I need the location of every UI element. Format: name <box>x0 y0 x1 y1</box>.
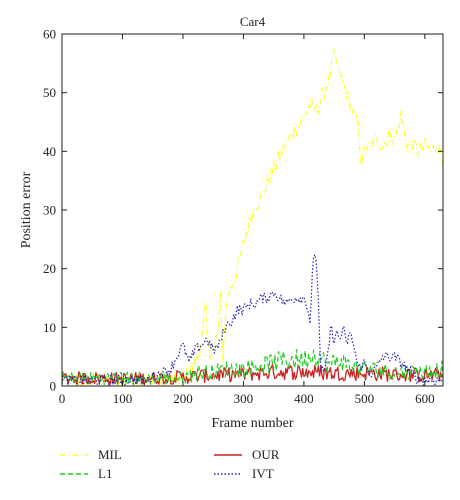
legend-label-ivt: IVT <box>252 466 274 481</box>
legend-label-l1: L1 <box>98 466 112 481</box>
x-tick-label: 100 <box>113 391 133 406</box>
legend-label-mil: MIL <box>98 447 122 462</box>
legend-label-our: OUR <box>252 447 280 462</box>
x-tick-label: 200 <box>173 391 193 406</box>
y-tick-label: 60 <box>43 27 56 42</box>
x-tick-label: 300 <box>234 391 254 406</box>
x-tick-label: 0 <box>59 391 66 406</box>
y-tick-label: 0 <box>50 379 57 394</box>
x-tick-label: 500 <box>355 391 375 406</box>
series-line-l1 <box>62 349 443 386</box>
x-axis-label: Frame number <box>211 416 293 431</box>
chart-title: Car4 <box>240 14 266 29</box>
x-tick-label: 600 <box>415 391 435 406</box>
series-layer <box>62 48 443 386</box>
y-tick-label: 50 <box>43 85 56 100</box>
legend: MIL OUR L1 IVT <box>60 447 280 481</box>
series-line-our <box>62 363 443 386</box>
tick-layer: 0 100 200 300 400 500 600 0 10 20 30 40 50 60 <box>43 27 443 406</box>
y-tick-label: 10 <box>43 320 56 335</box>
series-line-ivt <box>62 254 443 386</box>
y-tick-label: 20 <box>43 261 56 276</box>
y-axis-label: Position error <box>19 171 34 248</box>
y-tick-label: 40 <box>43 144 56 159</box>
series-line-mil <box>62 48 443 386</box>
y-tick-label: 30 <box>43 203 56 218</box>
x-tick-label: 400 <box>294 391 314 406</box>
